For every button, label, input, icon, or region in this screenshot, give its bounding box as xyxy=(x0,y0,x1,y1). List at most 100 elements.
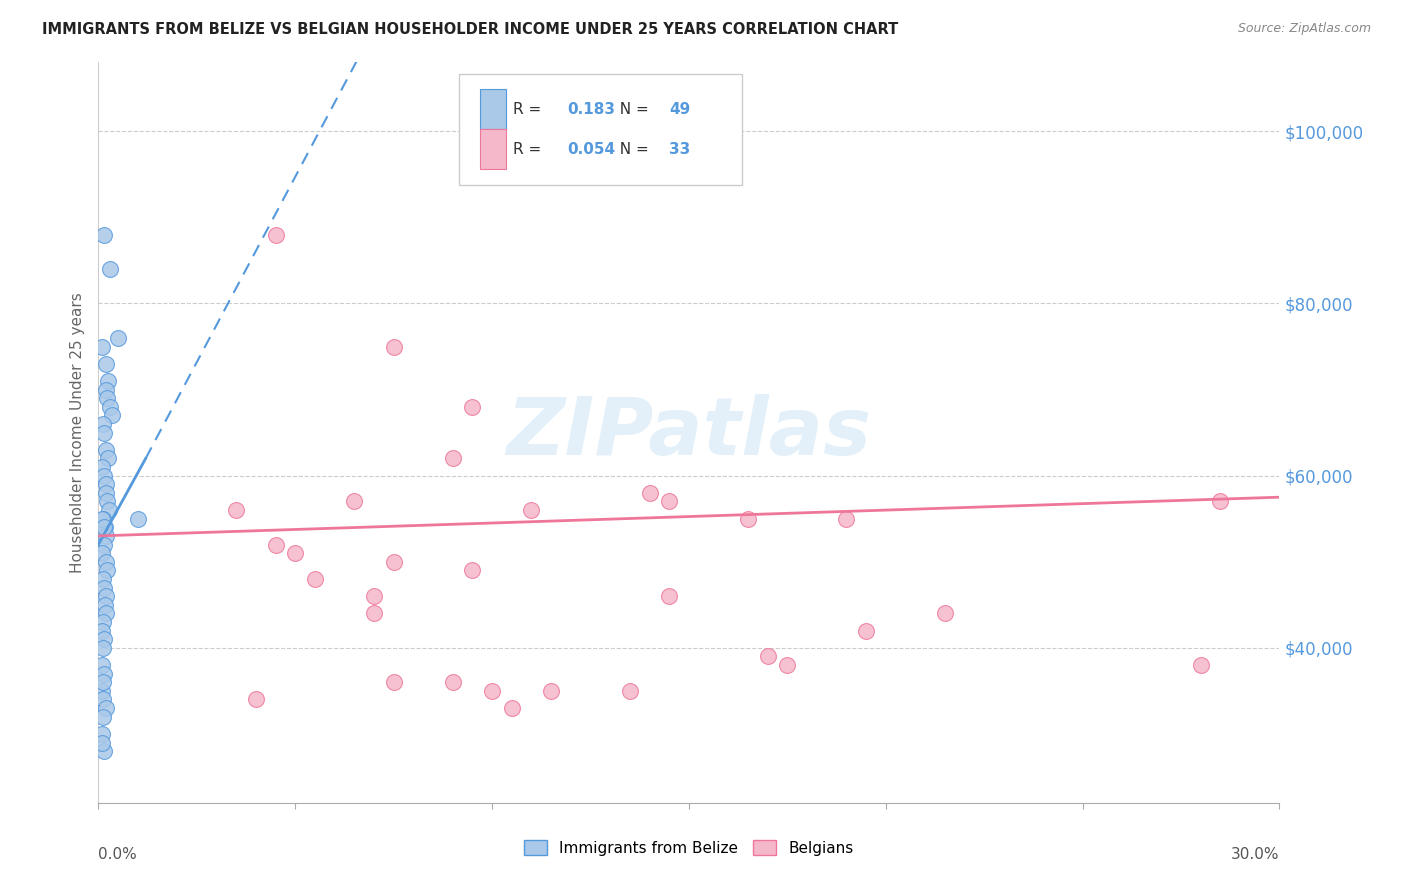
Point xyxy=(101,409,124,423)
Point xyxy=(1209,494,1232,508)
Bar xyxy=(479,128,506,169)
Point xyxy=(96,529,118,543)
Point xyxy=(756,649,779,664)
FancyBboxPatch shape xyxy=(458,73,742,185)
Point xyxy=(737,512,759,526)
Text: R =: R = xyxy=(513,142,546,157)
Point xyxy=(107,331,129,345)
Point xyxy=(855,624,877,638)
Point xyxy=(1189,658,1212,673)
Point xyxy=(98,262,121,277)
Point xyxy=(94,701,117,715)
Point xyxy=(93,425,115,440)
Point xyxy=(91,624,114,638)
Point xyxy=(638,486,661,500)
Point xyxy=(91,709,114,723)
Point xyxy=(91,735,114,749)
Point xyxy=(127,512,149,526)
Point xyxy=(284,546,307,560)
Point xyxy=(98,503,121,517)
Point xyxy=(94,486,117,500)
Point xyxy=(91,572,114,586)
Text: IMMIGRANTS FROM BELIZE VS BELGIAN HOUSEHOLDER INCOME UNDER 25 YEARS CORRELATION : IMMIGRANTS FROM BELIZE VS BELGIAN HOUSEH… xyxy=(42,22,898,37)
Point xyxy=(501,701,523,715)
Text: 49: 49 xyxy=(669,102,690,117)
Text: 33: 33 xyxy=(669,142,690,157)
Point xyxy=(96,357,118,371)
Point xyxy=(461,400,484,414)
Point xyxy=(94,383,117,397)
Y-axis label: Householder Income Under 25 years: Householder Income Under 25 years xyxy=(69,293,84,573)
Point xyxy=(98,400,121,414)
Point xyxy=(540,684,562,698)
Point xyxy=(382,339,405,353)
Point xyxy=(93,598,115,612)
Bar xyxy=(479,88,506,129)
Point xyxy=(382,675,405,690)
Point xyxy=(96,391,118,405)
Text: 0.054: 0.054 xyxy=(567,142,616,157)
Point xyxy=(619,684,641,698)
Point xyxy=(91,640,114,655)
Point xyxy=(441,675,464,690)
Point xyxy=(96,442,118,457)
Point xyxy=(934,607,956,621)
Point xyxy=(91,727,114,741)
Point xyxy=(658,589,681,603)
Text: N =: N = xyxy=(610,142,654,157)
Point xyxy=(245,692,267,706)
Point xyxy=(264,537,287,551)
Point xyxy=(93,468,115,483)
Point xyxy=(835,512,858,526)
Point xyxy=(91,658,114,673)
Point xyxy=(96,589,118,603)
Point xyxy=(91,675,114,690)
Point xyxy=(304,572,326,586)
Point xyxy=(94,555,117,569)
Point xyxy=(91,512,114,526)
Point xyxy=(91,339,114,353)
Point xyxy=(363,589,385,603)
Point xyxy=(91,512,114,526)
Point xyxy=(96,477,118,491)
Point xyxy=(91,684,114,698)
Point xyxy=(776,658,799,673)
Text: ZIPatlas: ZIPatlas xyxy=(506,393,872,472)
Point xyxy=(638,124,661,138)
Text: R =: R = xyxy=(513,102,546,117)
Text: 0.183: 0.183 xyxy=(567,102,616,117)
Point xyxy=(225,503,247,517)
Point xyxy=(96,563,118,577)
Legend: Immigrants from Belize, Belgians: Immigrants from Belize, Belgians xyxy=(517,834,860,862)
Point xyxy=(91,546,114,560)
Point xyxy=(93,581,115,595)
Point xyxy=(264,227,287,242)
Point xyxy=(91,615,114,629)
Point xyxy=(94,607,117,621)
Point xyxy=(658,494,681,508)
Point xyxy=(461,563,484,577)
Point xyxy=(93,744,115,758)
Point xyxy=(93,666,115,681)
Point xyxy=(382,555,405,569)
Point xyxy=(93,520,115,534)
Point xyxy=(97,451,120,466)
Point xyxy=(97,374,120,388)
Point xyxy=(343,494,366,508)
Text: 0.0%: 0.0% xyxy=(98,847,138,863)
Text: N =: N = xyxy=(610,102,654,117)
Point xyxy=(93,632,115,647)
Text: Source: ZipAtlas.com: Source: ZipAtlas.com xyxy=(1237,22,1371,36)
Point xyxy=(363,607,385,621)
Point xyxy=(91,460,114,475)
Point xyxy=(91,417,114,431)
Point xyxy=(481,684,503,698)
Point xyxy=(91,692,114,706)
Point xyxy=(93,537,115,551)
Point xyxy=(96,494,118,508)
Point xyxy=(93,227,115,242)
Point xyxy=(441,451,464,466)
Point xyxy=(93,520,115,534)
Text: 30.0%: 30.0% xyxy=(1232,847,1279,863)
Point xyxy=(520,503,543,517)
